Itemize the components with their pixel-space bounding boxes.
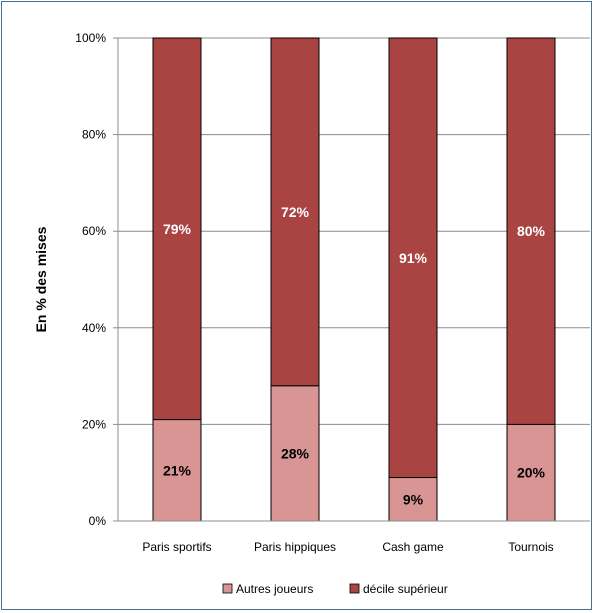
data-label: 28% [281,445,310,461]
y-tick-label: 100% [75,31,106,45]
x-category-label: Paris sportifs [142,540,211,554]
legend-swatch [349,583,360,594]
x-category-label: Paris hippiques [254,540,336,554]
bar-segment-decile-superieur [388,37,438,479]
bar-segment-decile-superieur [270,37,320,387]
data-label: 80% [517,223,546,239]
bar-segment-decile-superieur [152,37,202,421]
data-labels: 21% 79% 28% 72% 9% 91% 20% 80% [163,204,546,507]
y-tick-label: 80% [82,128,106,142]
y-tick-label: 0% [89,514,107,528]
y-tick-label: 60% [82,224,106,238]
data-label: 79% [163,221,192,237]
data-label: 21% [163,462,192,478]
x-category-labels: Paris sportifs Paris hippiques Cash game To… [142,540,553,554]
data-label: 72% [281,204,310,220]
y-tick-labels: 0% 20% 40% 60% 80% 100% [75,31,106,528]
x-category-label: Tournois [508,540,553,554]
bar-segment-autres-joueurs [152,419,202,522]
x-category-label: Cash game [382,540,444,554]
legend-label: décile supérieur [363,582,448,596]
data-label: 20% [517,465,546,481]
data-label: 9% [403,491,424,507]
legend-label: Autres joueurs [236,582,313,596]
y-axis-label: En % des mises [33,226,49,332]
bars [152,37,556,522]
bar-segment-autres-joueurs [270,385,320,522]
legend-swatch [222,583,233,594]
y-tick-label: 40% [82,321,106,335]
bar-segment-decile-superieur [506,37,556,425]
legend: Autres joueurs décile supérieur [222,582,448,596]
data-label: 91% [399,250,428,266]
bar-segment-autres-joueurs [506,423,556,522]
y-tick-label: 20% [82,417,106,431]
axes [117,38,590,522]
